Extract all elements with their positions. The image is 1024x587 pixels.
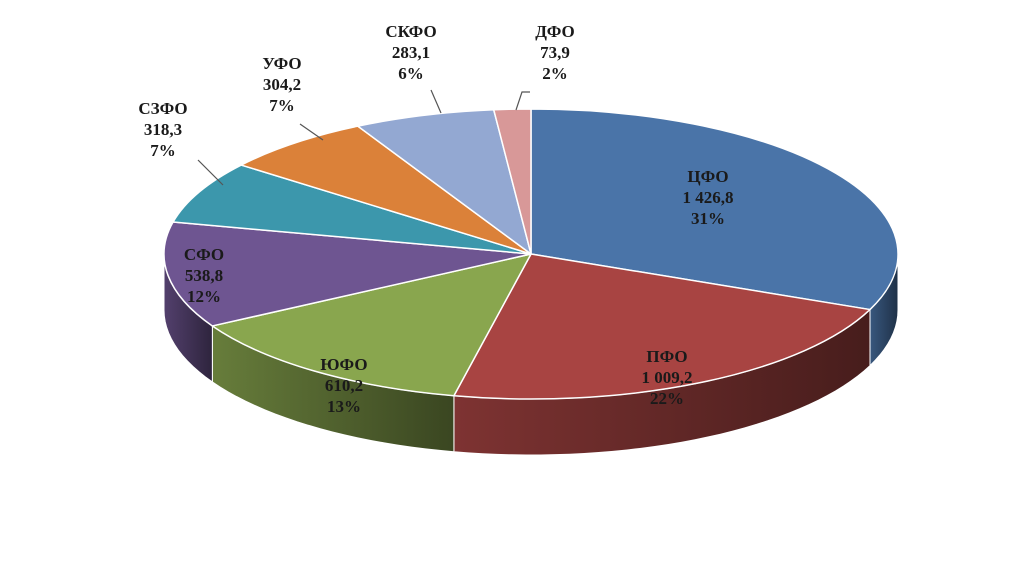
data-label-category-5: УФО: [262, 54, 301, 73]
leader-line-5: [299, 123, 324, 141]
pie-slice-1: [453, 253, 871, 400]
leader-line-4: [197, 159, 224, 186]
data-label-category-3: СФО: [184, 245, 224, 264]
pie-slice-0: [530, 108, 899, 311]
leader-line-6: [430, 89, 442, 114]
leader-line-7: [515, 91, 530, 111]
pie-slice-6: [357, 109, 532, 255]
data-label-category-4: СЗФО: [138, 99, 187, 118]
data-label-value-3: 538,8: [185, 266, 223, 285]
data-label-value-2: 610,2: [325, 376, 363, 395]
pie-slice-5: [240, 125, 532, 255]
data-label-category-2: ЮФО: [320, 355, 367, 374]
pie-slice-2: [211, 253, 532, 397]
pie-slice-3: [163, 221, 532, 327]
data-label-percent-5: 7%: [269, 96, 295, 115]
data-label-value-0: 1 426,8: [683, 188, 734, 207]
data-label-category-0: ЦФО: [687, 167, 728, 186]
data-label-category-1: ПФО: [646, 347, 687, 366]
data-label-value-4: 318,3: [144, 120, 182, 139]
data-label-value-7: 73,9: [540, 43, 570, 62]
data-label-percent-3: 12%: [187, 287, 221, 306]
data-label-value-1: 1 009,2: [642, 368, 693, 387]
data-label-percent-0: 31%: [691, 209, 725, 228]
data-label-percent-6: 6%: [398, 64, 424, 83]
data-label-percent-2: 13%: [327, 397, 361, 416]
data-label-percent-1: 22%: [650, 389, 684, 408]
pie-slice-4: [172, 164, 532, 255]
data-label-value-6: 283,1: [392, 43, 430, 62]
pie-slice-7: [492, 108, 532, 255]
data-label-value-5: 304,2: [263, 75, 301, 94]
data-label-category-7: ДФО: [535, 22, 575, 41]
data-label-percent-7: 2%: [542, 64, 568, 83]
data-label-percent-4: 7%: [150, 141, 176, 160]
data-label-category-6: СКФО: [385, 22, 436, 41]
